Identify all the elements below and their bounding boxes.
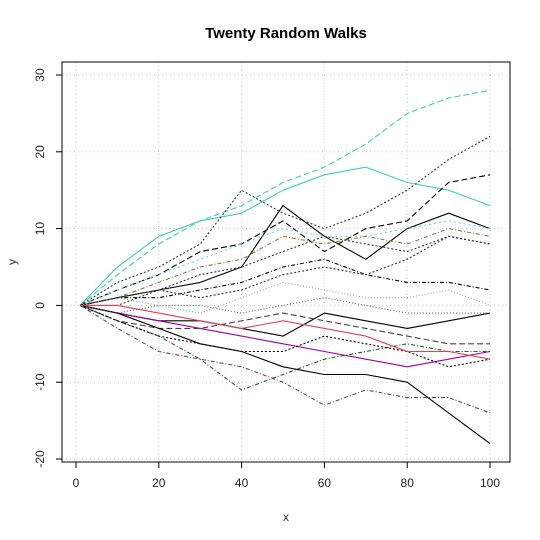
y-tick-label: -20 <box>33 450 47 468</box>
x-tick-label: 40 <box>235 476 249 490</box>
y-tick-label: -10 <box>33 373 47 391</box>
x-tick-label: 20 <box>152 476 166 490</box>
y-tick-label: 30 <box>33 68 47 82</box>
series-line-13 <box>79 304 490 345</box>
series-line-15 <box>79 304 491 445</box>
y-tick-label: 10 <box>33 222 47 236</box>
plot-frame <box>61 61 511 463</box>
x-tick-label: 100 <box>480 476 500 490</box>
chart-title: Twenty Random Walks <box>205 25 367 42</box>
series-line-3 <box>79 135 491 306</box>
x-tick-label: 60 <box>318 476 332 490</box>
series-line-1 <box>79 89 491 306</box>
series-line-4 <box>79 174 491 306</box>
series-line-16 <box>79 304 491 414</box>
series-line-10 <box>79 281 491 314</box>
series-line-6 <box>79 220 491 306</box>
series-line-12 <box>79 304 491 368</box>
x-tick-label: 80 <box>401 476 415 490</box>
y-axis: -20 -10 0 10 20 30 <box>33 68 62 468</box>
y-tick-label: 20 <box>33 145 47 159</box>
series-line-20 <box>79 297 490 314</box>
y-axis-label: y <box>5 259 19 265</box>
x-axis-label: x <box>283 510 289 524</box>
series-line-9 <box>79 258 491 306</box>
series-line-5 <box>79 205 491 306</box>
series-line-19 <box>79 235 491 306</box>
series-line-2 <box>79 166 491 306</box>
grid <box>62 62 510 462</box>
series-line-8 <box>80 235 491 306</box>
y-tick-label: 0 <box>33 302 47 309</box>
x-axis: 0 20 40 60 80 100 <box>73 462 500 490</box>
series-group <box>79 89 491 445</box>
series-line-17 <box>79 304 491 368</box>
series-line-18 <box>80 304 491 360</box>
x-tick-label: 0 <box>73 476 80 490</box>
